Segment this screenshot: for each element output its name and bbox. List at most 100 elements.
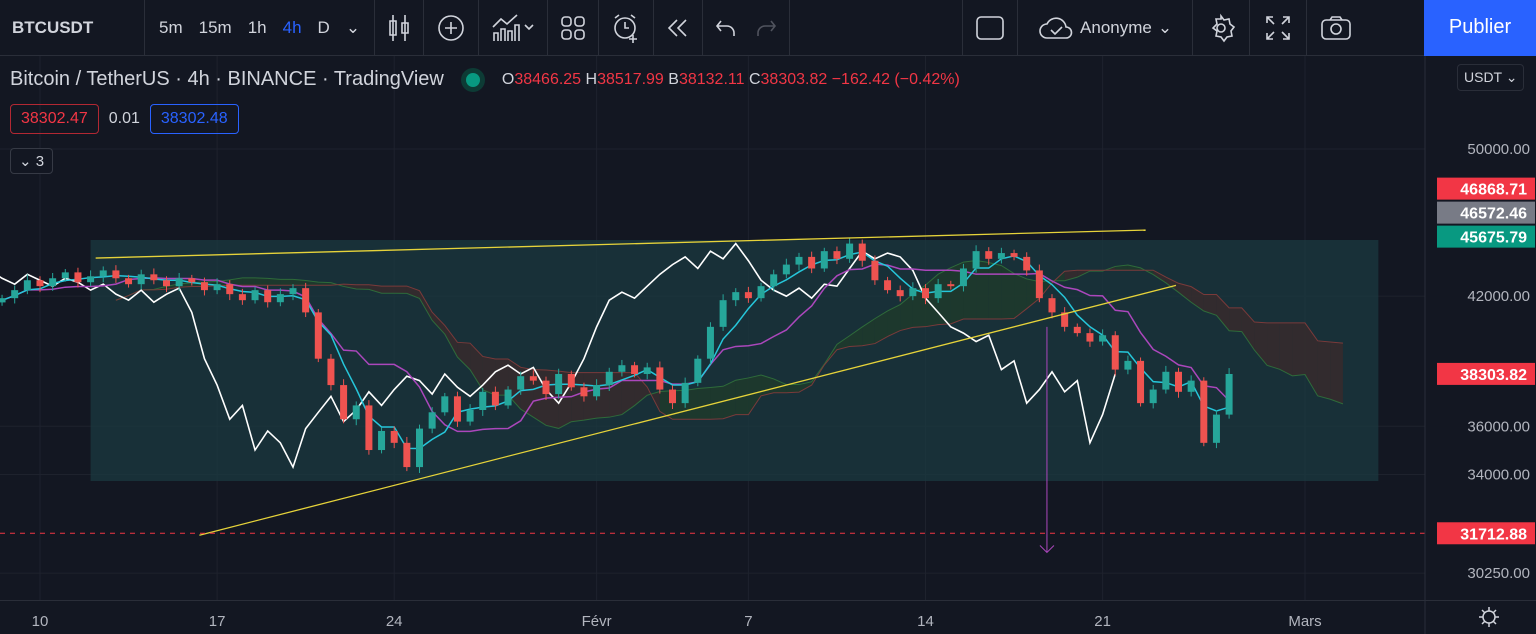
price-tick-label: 50000.00 [1467,141,1530,158]
interval-4h[interactable]: 4h [282,17,302,37]
time-tick-label: 21 [1094,613,1111,630]
candle [808,256,816,269]
price-badge-label: 38303.82 [1460,367,1527,384]
add-indicator-icon[interactable] [424,0,480,56]
candle [1137,360,1145,404]
ichimoku-cloud-segment [406,286,420,299]
fullscreen-icon[interactable] [1250,0,1308,56]
ichimoku-cloud-segment [1153,270,1166,283]
price-tick-label: 36000.00 [1467,418,1530,435]
ichimoku-cloud-segment [976,260,989,320]
candle [163,280,170,287]
candle [112,270,120,279]
publish-button[interactable]: Publier [1424,0,1536,56]
account-menu[interactable]: Anonyme ⌄ [1018,0,1194,56]
cloud-check-icon [1039,16,1073,39]
range-box [90,239,1379,481]
candle [441,396,449,413]
candle [985,251,993,259]
alert-icon[interactable] [599,0,655,56]
candle [782,264,790,275]
candle [1111,335,1119,370]
ichimoku-cloud-segment [773,378,787,393]
camera-icon[interactable] [1307,0,1364,56]
candle [466,410,474,422]
ichimoku-cloud-segment [1305,322,1318,396]
candle [542,380,550,395]
currency-select[interactable]: USDT ⌄ [1457,64,1525,91]
ichimoku-cloud-segment [583,372,597,421]
indicators-icon[interactable] [479,0,549,56]
candle [251,290,259,301]
ichimoku-cloud-segment [381,286,395,294]
candle [238,294,246,301]
candle [188,278,196,283]
chart-legend: Bitcoin / TetherUS · 4h · BINANCE · Trad… [10,68,960,91]
ichimoku-cloud-segment [394,286,407,294]
candle [276,294,284,303]
candle [0,298,6,303]
indicators-toggle[interactable]: ⌄ 3 [10,148,54,174]
candle [719,300,727,327]
candle [1035,270,1043,299]
interval-15m[interactable]: 15m [198,17,232,37]
low-value: 38132.11 [678,70,745,88]
time-tick-label: 14 [917,613,934,630]
senkou-b-line [115,269,1343,420]
candle [643,367,651,374]
candle [997,253,1005,259]
candle [504,389,512,406]
candle [1149,389,1157,404]
candle [1073,326,1081,334]
candle [934,284,942,299]
candle [1010,253,1018,257]
chevron-down-icon[interactable]: ⌄ [345,17,361,37]
time-tick-label: Mars [1288,613,1321,630]
candle [200,282,208,291]
candle [491,391,499,406]
price-badge [1437,522,1535,545]
candles-icon[interactable] [375,0,425,56]
candle [1061,312,1069,327]
interval-5m[interactable]: 5m [159,17,183,37]
candle [1086,333,1094,342]
axis-settings-icon[interactable] [1478,606,1500,633]
gear-icon[interactable] [1193,0,1251,56]
buy-button[interactable]: 38302.48 [149,104,239,134]
candle [453,396,461,422]
candle [580,387,588,397]
ichimoku-cloud-segment [495,358,509,396]
replay-icon[interactable] [654,0,704,56]
candle [1023,256,1031,271]
price-badge-label: 31712.88 [1460,526,1527,543]
ichimoku-cloud-segment [267,278,281,286]
ohlc-values: O38466.25 H38517.99 B38132.11 C38303.82 … [502,71,960,89]
candle [390,430,398,443]
rectangle-icon[interactable] [962,0,1019,56]
ichimoku-cloud-segment [1216,294,1230,331]
candle [896,290,904,297]
sell-button[interactable]: 38302.47 [10,104,99,134]
spread-value: 0.01 [108,110,140,127]
symbol-search[interactable]: BTCUSDT [0,0,145,56]
undo-redo [703,0,791,56]
ichimoku-cloud-segment [849,326,863,347]
interval-d[interactable]: D [317,17,330,37]
candle [959,268,967,287]
candle [884,280,892,291]
time-tick-label: 17 [209,613,226,630]
candle [327,358,335,386]
layout-icon[interactable] [548,0,600,56]
interval-1h[interactable]: 1h [247,17,267,37]
candle [909,288,917,297]
candle [618,365,626,372]
ichimoku-cloud-segment [988,262,1002,320]
candle [1162,371,1170,390]
price-chart[interactable]: 50000.00 42000.00 36000.00 34000.00 30250.00… [0,56,1536,634]
redo-icon[interactable] [755,17,777,39]
candle [744,292,752,299]
kijun-line [1,263,1230,433]
undo-icon[interactable] [715,17,737,39]
candle [226,284,234,295]
candle [681,382,689,404]
